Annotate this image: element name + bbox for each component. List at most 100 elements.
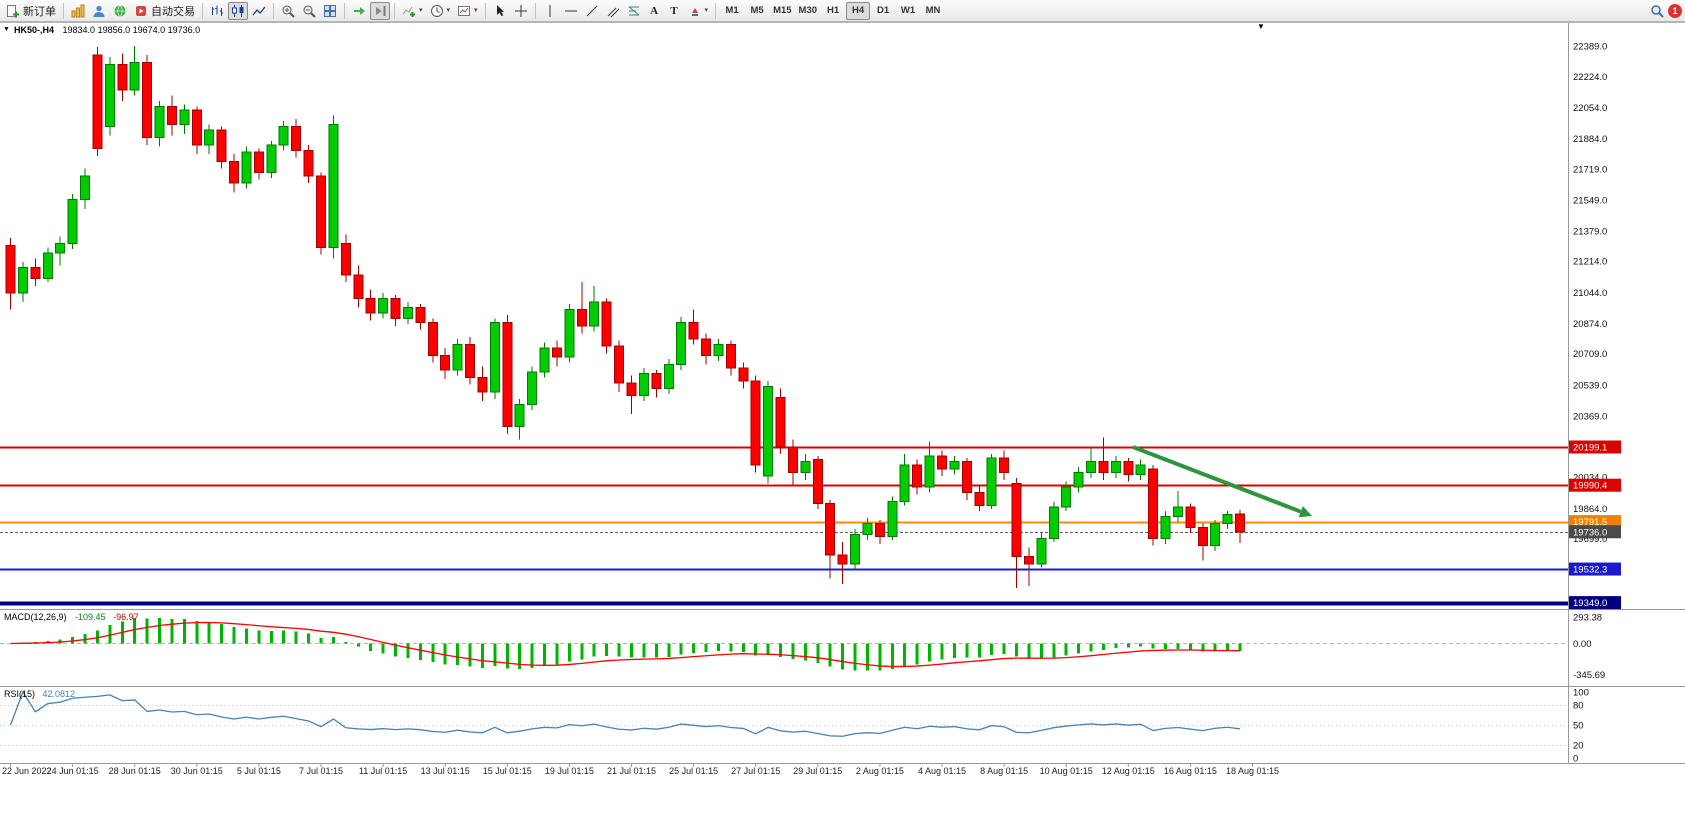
svg-text:-345.69: -345.69 — [1573, 670, 1605, 681]
notification-badge[interactable]: 1 — [1668, 3, 1682, 18]
tile-windows-button[interactable] — [320, 2, 340, 20]
separator — [715, 2, 717, 19]
svg-text:50: 50 — [1573, 721, 1584, 732]
text-a-icon: A — [650, 4, 659, 17]
rsi-name: RSI(15) — [4, 689, 36, 699]
svg-text:29 Jul 01:15: 29 Jul 01:15 — [793, 766, 842, 776]
svg-text:28 Jun 01:15: 28 Jun 01:15 — [109, 766, 161, 776]
auto-scroll-icon — [352, 4, 366, 18]
macd-main-value: -109.45 — [75, 612, 106, 622]
chart-symbol-period: HK50-,H4 — [14, 25, 55, 35]
timeframe-d1[interactable]: D1 — [871, 2, 895, 20]
cursor-button[interactable] — [490, 2, 510, 20]
text-label-button[interactable]: T — [665, 2, 684, 20]
templates-dropdown-caret[interactable]: ▾ — [474, 7, 478, 14]
periods-button[interactable]: ▾ — [427, 2, 454, 20]
svg-text:19736.0: 19736.0 — [1573, 527, 1607, 538]
pane-separators[interactable] — [0, 22, 1685, 764]
zoom-in-button[interactable] — [278, 2, 298, 20]
trendline-button[interactable] — [582, 2, 602, 20]
separator — [344, 2, 345, 19]
arrows-dropdown-caret[interactable]: ▾ — [704, 7, 709, 14]
macd-histogram — [21, 618, 1242, 671]
profiles-button[interactable] — [68, 2, 88, 20]
periods-dropdown-caret[interactable]: ▾ — [446, 7, 451, 14]
arrows-button[interactable]: ▾ — [685, 2, 712, 20]
new-order-label: 新订单 — [23, 5, 56, 18]
marketplace-button[interactable] — [110, 2, 130, 20]
one-click-trading-toggle[interactable]: ▼ — [3, 26, 10, 33]
user-icon — [92, 4, 106, 18]
svg-text:19 Jul 01:15: 19 Jul 01:15 — [545, 766, 594, 776]
svg-text:16 Aug 01:15: 16 Aug 01:15 — [1164, 766, 1217, 776]
macd-signal-value: -96.97 — [113, 612, 139, 622]
bar-chart-button[interactable] — [207, 2, 227, 20]
equidistant-channel-button[interactable] — [603, 2, 623, 20]
crosshair-button[interactable] — [511, 2, 531, 20]
line-chart-icon — [252, 4, 266, 18]
svg-text:19990.4: 19990.4 — [1573, 481, 1607, 492]
horizontal-lines[interactable] — [0, 446, 1568, 606]
vertical-line-button[interactable] — [540, 2, 560, 20]
channel-icon — [606, 4, 620, 18]
timeframe-w1[interactable]: W1 — [896, 2, 920, 20]
timeframe-m1[interactable]: M1 — [720, 2, 744, 20]
svg-text:8 Aug 01:15: 8 Aug 01:15 — [980, 766, 1028, 776]
timeframe-m5[interactable]: M5 — [745, 2, 769, 20]
timeframe-m30[interactable]: M30 — [796, 2, 820, 20]
svg-text:293.38: 293.38 — [1573, 613, 1602, 624]
svg-text:20369.0: 20369.0 — [1573, 411, 1607, 422]
candlestick-chart-button[interactable] — [228, 1, 248, 20]
autotrading-icon — [134, 4, 148, 18]
svg-text:15 Jul 01:15: 15 Jul 01:15 — [483, 766, 532, 776]
svg-text:19349.0: 19349.0 — [1573, 598, 1607, 609]
zoom-out-button[interactable] — [299, 2, 319, 20]
svg-text:80: 80 — [1573, 701, 1584, 712]
timeframe-h1[interactable]: H1 — [821, 2, 845, 20]
price-axis[interactable]: 22389.0 22224.0 22054.0 21884.0 21719.0 21549… — [1573, 42, 1607, 765]
line-chart-button[interactable] — [249, 2, 269, 20]
templates-button[interactable]: ▾ — [454, 2, 481, 20]
timeframe-mn[interactable]: MN — [921, 2, 945, 20]
arrows-icon — [688, 4, 702, 18]
svg-text:21719.0: 21719.0 — [1573, 164, 1607, 175]
svg-text:19699.0: 19699.0 — [1573, 534, 1607, 545]
svg-text:7 Jul 01:15: 7 Jul 01:15 — [299, 766, 343, 776]
svg-text:22389.0: 22389.0 — [1573, 42, 1607, 53]
chart-shift-button[interactable] — [370, 1, 390, 20]
tile-windows-icon — [323, 4, 337, 18]
fibonacci-button[interactable] — [624, 2, 644, 20]
chart-shift-marker[interactable]: ▼ — [1257, 22, 1265, 31]
indicators-button[interactable]: ▾ — [399, 2, 426, 20]
new-order-button[interactable]: 新订单 — [3, 2, 59, 20]
trendline-icon — [585, 4, 599, 18]
svg-text:12 Aug 01:15: 12 Aug 01:15 — [1102, 766, 1155, 776]
autotrading-button[interactable]: 自动交易 — [131, 2, 198, 20]
macd-signal-line — [10, 621, 1241, 668]
horizontal-line-button[interactable] — [561, 2, 581, 20]
auto-scroll-button[interactable] — [349, 2, 369, 20]
svg-text:21214.0: 21214.0 — [1573, 257, 1607, 268]
search-button[interactable] — [1647, 2, 1667, 20]
candlesticks — [5, 45, 1246, 588]
svg-text:11 Jul 01:15: 11 Jul 01:15 — [359, 766, 407, 776]
svg-text:20874.0: 20874.0 — [1573, 319, 1607, 330]
svg-text:25 Jul 01:15: 25 Jul 01:15 — [669, 766, 718, 776]
timeframe-h4[interactable]: H4 — [846, 1, 871, 20]
community-button[interactable] — [89, 2, 109, 20]
svg-text:22 Jun 2022: 22 Jun 2022 — [2, 766, 52, 776]
timeframe-m15[interactable]: M15 — [770, 2, 794, 20]
autotrading-label: 自动交易 — [151, 5, 195, 18]
svg-text:19864.0: 19864.0 — [1573, 504, 1607, 515]
text-button[interactable]: A — [645, 2, 664, 20]
svg-text:4 Aug 01:15: 4 Aug 01:15 — [918, 766, 966, 776]
chart-title: HK50-,H4 19834.0 19856.0 19674.0 19736.0 — [14, 25, 200, 35]
svg-text:24 Jun 01:15: 24 Jun 01:15 — [47, 766, 99, 776]
toolbar: 新订单 自动交易 — [0, 0, 1685, 22]
separator — [273, 2, 274, 19]
trend-arrow[interactable] — [1132, 445, 1312, 518]
indicators-dropdown-caret[interactable]: ▾ — [419, 7, 423, 14]
svg-text:22054.0: 22054.0 — [1573, 103, 1607, 114]
